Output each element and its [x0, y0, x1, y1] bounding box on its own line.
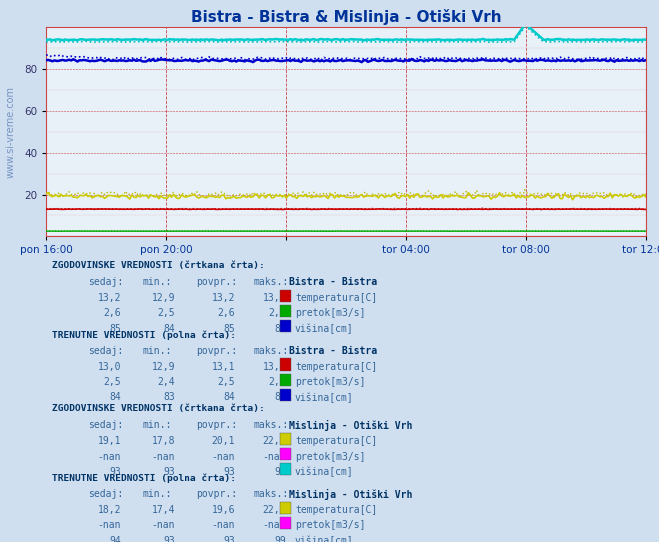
Text: www.si-vreme.com: www.si-vreme.com — [5, 86, 15, 178]
FancyBboxPatch shape — [280, 501, 291, 514]
Text: Bistra - Bistra: Bistra - Bistra — [289, 278, 377, 287]
Text: višina[cm]: višina[cm] — [295, 467, 354, 477]
FancyBboxPatch shape — [280, 358, 291, 371]
Text: višina[cm]: višina[cm] — [295, 535, 354, 542]
Text: 85: 85 — [223, 324, 235, 333]
FancyBboxPatch shape — [280, 532, 291, 542]
Text: TRENUTNE VREDNOSTI (polna črta):: TRENUTNE VREDNOSTI (polna črta): — [52, 330, 236, 340]
Text: 2,4: 2,4 — [158, 377, 175, 387]
Text: 93: 93 — [163, 467, 175, 477]
Text: -nan: -nan — [262, 451, 286, 462]
Text: sedaj:: sedaj: — [88, 346, 123, 356]
Text: 2,5: 2,5 — [103, 377, 121, 387]
Text: 13,2: 13,2 — [212, 293, 235, 303]
Text: -nan: -nan — [152, 451, 175, 462]
Text: temperatura[C]: temperatura[C] — [295, 293, 377, 303]
Text: -nan: -nan — [212, 520, 235, 531]
Text: 83: 83 — [163, 392, 175, 402]
Text: -nan: -nan — [152, 520, 175, 531]
Text: 18,2: 18,2 — [98, 505, 121, 515]
Text: Mislinja - Otiški Vrh: Mislinja - Otiški Vrh — [289, 421, 413, 431]
Text: 84: 84 — [163, 324, 175, 333]
Text: pretok[m3/s]: pretok[m3/s] — [295, 377, 366, 387]
Text: 93: 93 — [109, 467, 121, 477]
Text: višina[cm]: višina[cm] — [295, 324, 354, 334]
Text: 17,4: 17,4 — [152, 505, 175, 515]
Text: 13,2: 13,2 — [98, 293, 121, 303]
Text: -nan: -nan — [98, 520, 121, 531]
Text: 13,0: 13,0 — [98, 362, 121, 372]
Text: min.:: min.: — [142, 489, 171, 499]
Text: 13,7: 13,7 — [262, 293, 286, 303]
Text: 19,6: 19,6 — [212, 505, 235, 515]
Text: 84: 84 — [223, 392, 235, 402]
Text: 99: 99 — [274, 535, 286, 542]
Text: 13,6: 13,6 — [262, 362, 286, 372]
Text: 22,1: 22,1 — [262, 505, 286, 515]
Text: Bistra - Bistra: Bistra - Bistra — [289, 346, 377, 356]
Text: -nan: -nan — [212, 451, 235, 462]
Text: sedaj:: sedaj: — [88, 421, 123, 430]
Text: maks.:: maks.: — [253, 489, 288, 499]
FancyBboxPatch shape — [280, 305, 291, 317]
Text: -nan: -nan — [98, 451, 121, 462]
Text: pretok[m3/s]: pretok[m3/s] — [295, 308, 366, 318]
Text: ZGODOVINSKE VREDNOSTI (črtkana črta):: ZGODOVINSKE VREDNOSTI (črtkana črta): — [52, 261, 265, 270]
Text: maks.:: maks.: — [253, 421, 288, 430]
Text: 12,9: 12,9 — [152, 362, 175, 372]
Text: 17,8: 17,8 — [152, 436, 175, 447]
Text: 2,6: 2,6 — [217, 308, 235, 318]
Text: 85: 85 — [109, 324, 121, 333]
Text: min.:: min.: — [142, 421, 171, 430]
Text: 87: 87 — [274, 324, 286, 333]
Text: povpr.:: povpr.: — [196, 421, 237, 430]
Text: 93: 93 — [274, 467, 286, 477]
FancyBboxPatch shape — [280, 433, 291, 445]
Text: 22,7: 22,7 — [262, 436, 286, 447]
Text: 2,7: 2,7 — [268, 308, 286, 318]
Text: pretok[m3/s]: pretok[m3/s] — [295, 451, 366, 462]
Text: 2,6: 2,6 — [268, 377, 286, 387]
FancyBboxPatch shape — [280, 289, 291, 302]
Title: Bistra - Bistra & Mislinja - Otiški Vrh: Bistra - Bistra & Mislinja - Otiški Vrh — [190, 9, 501, 24]
Text: TRENUTNE VREDNOSTI (polna črta):: TRENUTNE VREDNOSTI (polna črta): — [52, 473, 236, 483]
Text: 93: 93 — [223, 535, 235, 542]
Text: pretok[m3/s]: pretok[m3/s] — [295, 520, 366, 531]
Text: ZGODOVINSKE VREDNOSTI (črtkana črta):: ZGODOVINSKE VREDNOSTI (črtkana črta): — [52, 404, 265, 414]
Text: 2,6: 2,6 — [103, 308, 121, 318]
Text: -nan: -nan — [262, 520, 286, 531]
Text: temperatura[C]: temperatura[C] — [295, 505, 377, 515]
Text: povpr.:: povpr.: — [196, 346, 237, 356]
Text: min.:: min.: — [142, 278, 171, 287]
Text: Mislinja - Otiški Vrh: Mislinja - Otiški Vrh — [289, 489, 413, 500]
Text: sedaj:: sedaj: — [88, 489, 123, 499]
Text: temperatura[C]: temperatura[C] — [295, 436, 377, 447]
Text: temperatura[C]: temperatura[C] — [295, 362, 377, 372]
Text: 12,9: 12,9 — [152, 293, 175, 303]
Text: 19,1: 19,1 — [98, 436, 121, 447]
FancyBboxPatch shape — [280, 517, 291, 529]
Text: povpr.:: povpr.: — [196, 278, 237, 287]
Text: 2,5: 2,5 — [217, 377, 235, 387]
Text: min.:: min.: — [142, 346, 171, 356]
Text: maks.:: maks.: — [253, 278, 288, 287]
Text: 93: 93 — [163, 535, 175, 542]
FancyBboxPatch shape — [280, 463, 291, 475]
Text: 86: 86 — [274, 392, 286, 402]
FancyBboxPatch shape — [280, 373, 291, 386]
Text: 13,1: 13,1 — [212, 362, 235, 372]
FancyBboxPatch shape — [280, 448, 291, 460]
Text: višina[cm]: višina[cm] — [295, 392, 354, 403]
Text: 94: 94 — [109, 535, 121, 542]
Text: 2,5: 2,5 — [158, 308, 175, 318]
Text: povpr.:: povpr.: — [196, 489, 237, 499]
Text: maks.:: maks.: — [253, 346, 288, 356]
FancyBboxPatch shape — [280, 389, 291, 401]
Text: 93: 93 — [223, 467, 235, 477]
Text: 20,1: 20,1 — [212, 436, 235, 447]
Text: 84: 84 — [109, 392, 121, 402]
Text: sedaj:: sedaj: — [88, 278, 123, 287]
FancyBboxPatch shape — [280, 320, 291, 332]
